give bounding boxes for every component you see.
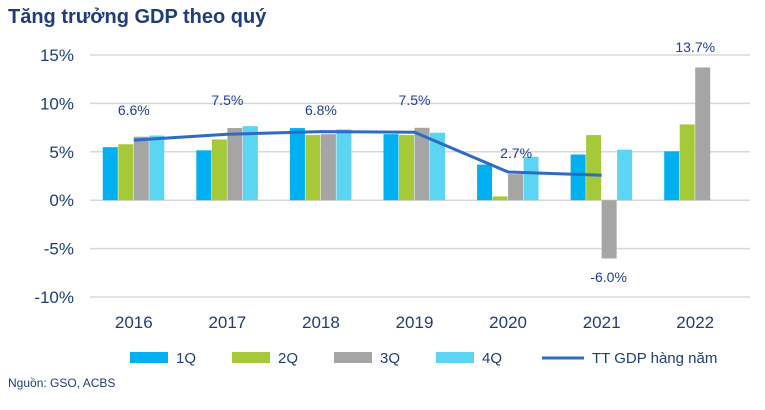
bar-4Q-2016 [149,135,165,201]
legend-swatch-3Q [334,352,372,363]
bar-2Q-2021 [586,135,602,201]
bar-2Q-2016 [118,144,134,201]
bar-3Q-2017 [227,127,243,201]
data-label: -6.0% [590,269,627,285]
legend-swatch-2Q [232,352,270,363]
data-label: 7.5% [211,92,243,108]
x-tick-label: 2022 [676,313,714,332]
source-note: Nguồn: GSO, ACBS [8,376,116,390]
bar-3Q-2016 [133,136,149,201]
bar-4Q-2018 [336,129,352,201]
bar-4Q-2021 [617,149,633,201]
y-tick-label: 0% [49,191,74,210]
legend-label: 1Q [176,350,196,367]
bar-4Q-2019 [430,132,445,201]
bar-1Q-2020 [477,164,493,201]
bar-3Q-2022 [695,67,711,201]
legend-label: 2Q [278,350,298,367]
bar-4Q-2017 [242,126,258,201]
data-label: 7.5% [399,92,431,108]
data-label: 6.6% [118,102,150,118]
data-label: 13.7% [675,39,715,55]
y-tick-label: -10% [34,288,74,307]
y-tick-label: 10% [40,94,74,113]
x-tick-label: 2019 [396,313,434,332]
data-label: 6.8% [305,102,337,118]
x-tick-label: 2018 [302,313,340,332]
bar-2Q-2017 [211,139,227,201]
bar-1Q-2019 [383,134,399,201]
bar-2Q-2020 [492,196,508,201]
bar-1Q-2021 [570,154,586,201]
chart-title: Tăng trưởng GDP theo quý [8,6,267,28]
legend-label: 4Q [482,350,502,367]
x-tick-label: 2020 [489,313,527,332]
x-tick-label: 2016 [115,313,153,332]
bar-1Q-2022 [664,151,680,201]
bar-3Q-2020 [508,174,524,201]
y-tick-label: -5% [44,240,74,259]
bar-2Q-2019 [399,135,414,201]
bar-1Q-2016 [102,147,118,201]
bar-3Q-2019 [414,127,430,201]
legend-swatch-4Q [436,352,474,363]
legend-label: TT GDP hàng năm [592,350,717,367]
annual-gdp-line [133,130,602,177]
bar-3Q-2018 [320,134,336,201]
y-tick-label: 15% [40,46,74,65]
bar-1Q-2018 [289,128,305,201]
legend-label: 3Q [380,350,400,367]
bar-3Q-2021 [601,200,617,259]
bar-2Q-2018 [305,135,321,201]
x-tick-label: 2021 [583,313,621,332]
x-tick-label: 2017 [208,313,246,332]
bar-1Q-2017 [196,150,212,201]
bar-4Q-2020 [523,156,539,201]
data-label: 2.7% [500,145,532,161]
y-tick-label: 5% [49,143,74,162]
legend-swatch-1Q [130,352,168,363]
bar-2Q-2022 [679,124,695,201]
